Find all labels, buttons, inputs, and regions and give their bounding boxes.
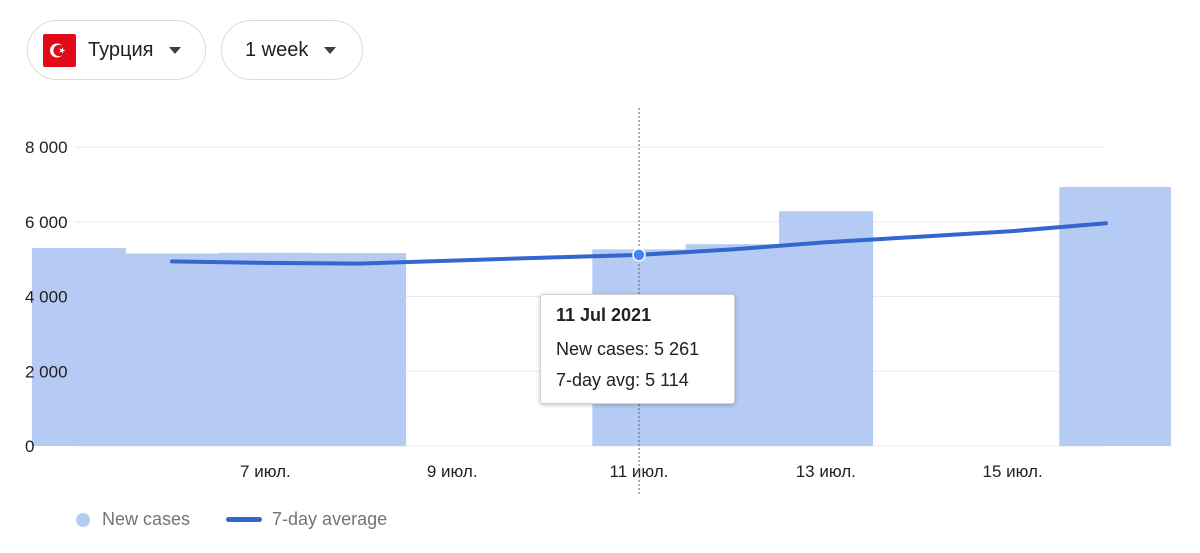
hover-point [632,248,646,262]
tooltip-avg-value: 5 114 [645,370,689,390]
data-tooltip: 11 Jul 2021 New cases: 5 261 7-day avg: … [540,294,735,404]
legend-dot-icon [76,512,90,527]
y-tick-label: 6 000 [25,213,68,232]
chart-legend: New cases 7-day average [76,509,423,530]
y-tick-label: 2 000 [25,362,68,381]
tooltip-new-cases: New cases: 5 261 [556,339,700,359]
bar-new-cases [779,211,874,446]
country-label: Турция [88,38,154,61]
legend-item-avg[interactable]: 7-day average [226,509,387,530]
tooltip-avg: 7-day avg: 5 114 [556,370,689,390]
legend-label-new-cases: New cases [102,509,191,529]
bar-new-cases [312,253,407,446]
y-tick-label: 8 000 [25,138,68,157]
x-tick-label: 11 июл. [610,462,669,481]
tooltip-date: 11 Jul 2021 [556,305,652,325]
chevron-down-icon [169,46,182,54]
y-tick-label: 0 [25,437,34,456]
bar-new-cases [125,253,220,446]
x-tick-label: 15 июл. [983,462,1043,481]
range-selector[interactable]: 1 week [221,20,363,80]
x-tick-label: 13 июл. [796,462,856,481]
country-selector[interactable]: Турция [27,20,206,80]
y-tick-label: 4 000 [25,288,68,307]
tooltip-new-cases-value: 5 261 [654,339,700,359]
x-tick-label: 7 июл. [240,462,291,481]
bar-new-cases [31,247,126,446]
bar-new-cases [1152,186,1171,446]
bar-new-cases [218,252,313,446]
bar-new-cases [1059,186,1154,446]
legend-item-new-cases[interactable]: New cases [76,509,190,530]
chevron-down-icon [324,46,337,54]
axis-labels: 0 2 000 4 000 6 000 8 000 7 июл. 9 июл. 11 июл.… [25,138,1043,481]
legend-line-icon [226,517,263,522]
legend-label-avg: 7-day average [272,509,388,529]
x-tick-label: 9 июл. [427,462,478,481]
range-label: 1 week [245,38,309,61]
turkey-flag-icon [43,33,76,67]
tooltip-avg-label: 7-day avg [556,370,636,390]
tooltip-new-cases-label: New cases [556,339,645,359]
